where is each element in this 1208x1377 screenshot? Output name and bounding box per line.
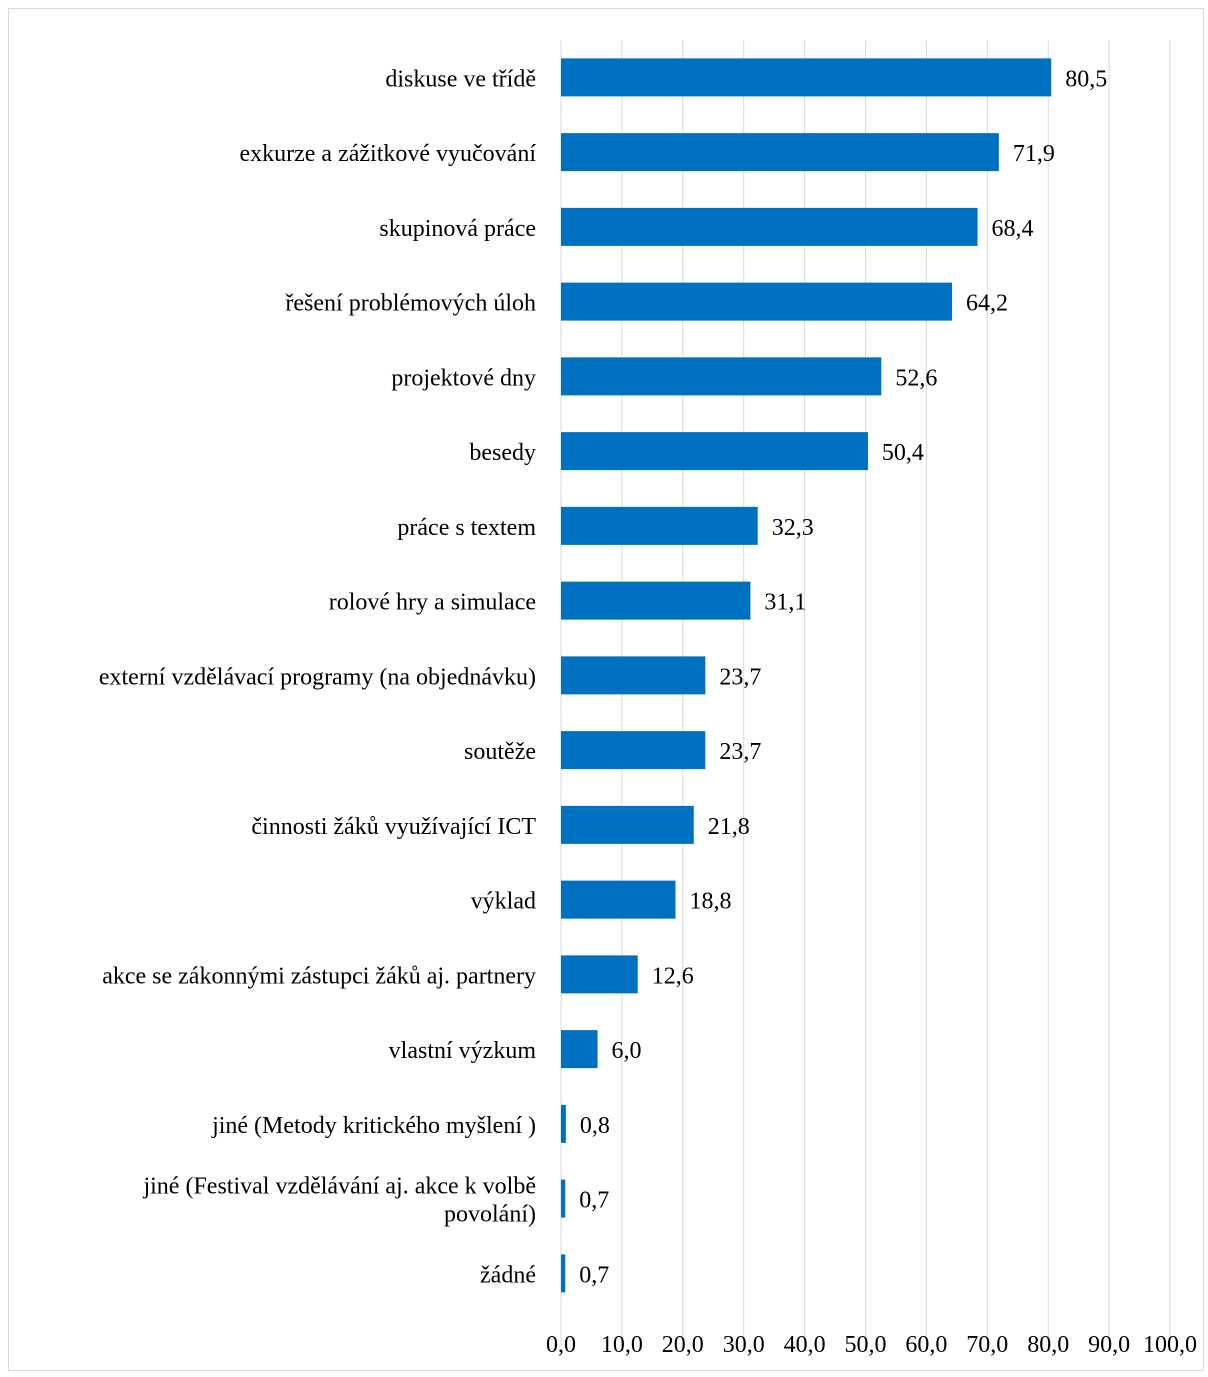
category-label: žádné [480,1262,536,1288]
bar [561,282,952,321]
value-label: 12,6 [652,963,694,989]
value-label: 23,7 [719,664,761,690]
category-label: diskuse ve třídě [385,66,536,92]
x-tick-label: 40,0 [784,1332,826,1358]
bar [561,432,868,471]
x-tick-label: 20,0 [662,1332,704,1358]
category-label: besedy [469,440,536,466]
bars [561,58,1052,1293]
value-labels: 80,5 71,9 68,4 64,2 52,6 50,4 32,3 31,1 23,7 23,7… [579,66,1107,1288]
bar [561,1179,566,1218]
value-label: 50,4 [882,440,924,466]
bar [561,1254,566,1293]
category-labels: diskuse ve třídě exkurze a zážitkové vyuč… [99,66,536,1288]
category-label: řešení problémových úloh [285,291,536,317]
bar [561,357,882,396]
bar [561,207,978,246]
category-label: externí vzdělávací programy (na objednáv… [99,664,536,690]
bar [561,58,1052,97]
bar [561,955,638,994]
category-label: projektové dny [391,365,536,391]
value-label: 21,8 [708,814,750,840]
category-label: rolové hry a simulace [329,590,536,616]
value-label: 71,9 [1013,141,1055,167]
value-label: 0,8 [580,1113,610,1139]
value-label: 0,7 [579,1188,609,1214]
value-label: 18,8 [689,889,731,915]
bar [561,506,758,545]
value-label: 0,7 [579,1262,609,1288]
bar [561,731,706,770]
category-label: činnosti žáků využívající ICT [251,814,536,840]
category-label: exkurze a zážitkové vyučování [239,141,536,167]
x-tick-label: 70,0 [966,1332,1008,1358]
value-label: 52,6 [895,365,937,391]
bar [561,880,676,919]
value-label: 68,4 [992,216,1034,242]
value-label: 32,3 [772,515,814,541]
category-label: jiné (Festival vzdělávání aj. akce k vol… [142,1174,536,1200]
category-label: výklad [471,889,536,915]
category-label: akce se zákonnými zástupci žáků aj. part… [102,963,536,989]
bar [561,133,999,172]
value-label: 64,2 [966,291,1008,317]
value-label: 23,7 [719,739,761,765]
category-label: vlastní výzkum [389,1038,537,1064]
x-tick-label: 90,0 [1088,1332,1130,1358]
category-label: skupinová práce [379,216,536,242]
value-label: 80,5 [1065,66,1107,92]
bar [561,656,706,695]
category-label: jiné (Metody kritického myšlení ) [211,1113,536,1139]
bar [561,1104,566,1143]
x-tick-label: 10,0 [601,1332,643,1358]
x-axis-tick-labels: 0,0 10,0 20,0 30,0 40,0 50,0 60,0 70,0 80,0 90,0 1… [546,1332,1197,1358]
category-label: soutěže [464,739,536,765]
x-tick-label: 100,0 [1143,1332,1197,1358]
bar [561,805,694,844]
category-label: povolání) [444,1202,536,1228]
x-tick-label: 60,0 [905,1332,947,1358]
value-label: 6,0 [612,1038,642,1064]
value-label: 31,1 [764,590,806,616]
category-label: práce s textem [397,515,536,541]
x-tick-label: 80,0 [1027,1332,1069,1358]
x-tick-label: 50,0 [845,1332,887,1358]
bar [561,581,751,620]
bar [561,1030,598,1069]
x-tick-label: 30,0 [723,1332,765,1358]
x-tick-label: 0,0 [546,1332,576,1358]
